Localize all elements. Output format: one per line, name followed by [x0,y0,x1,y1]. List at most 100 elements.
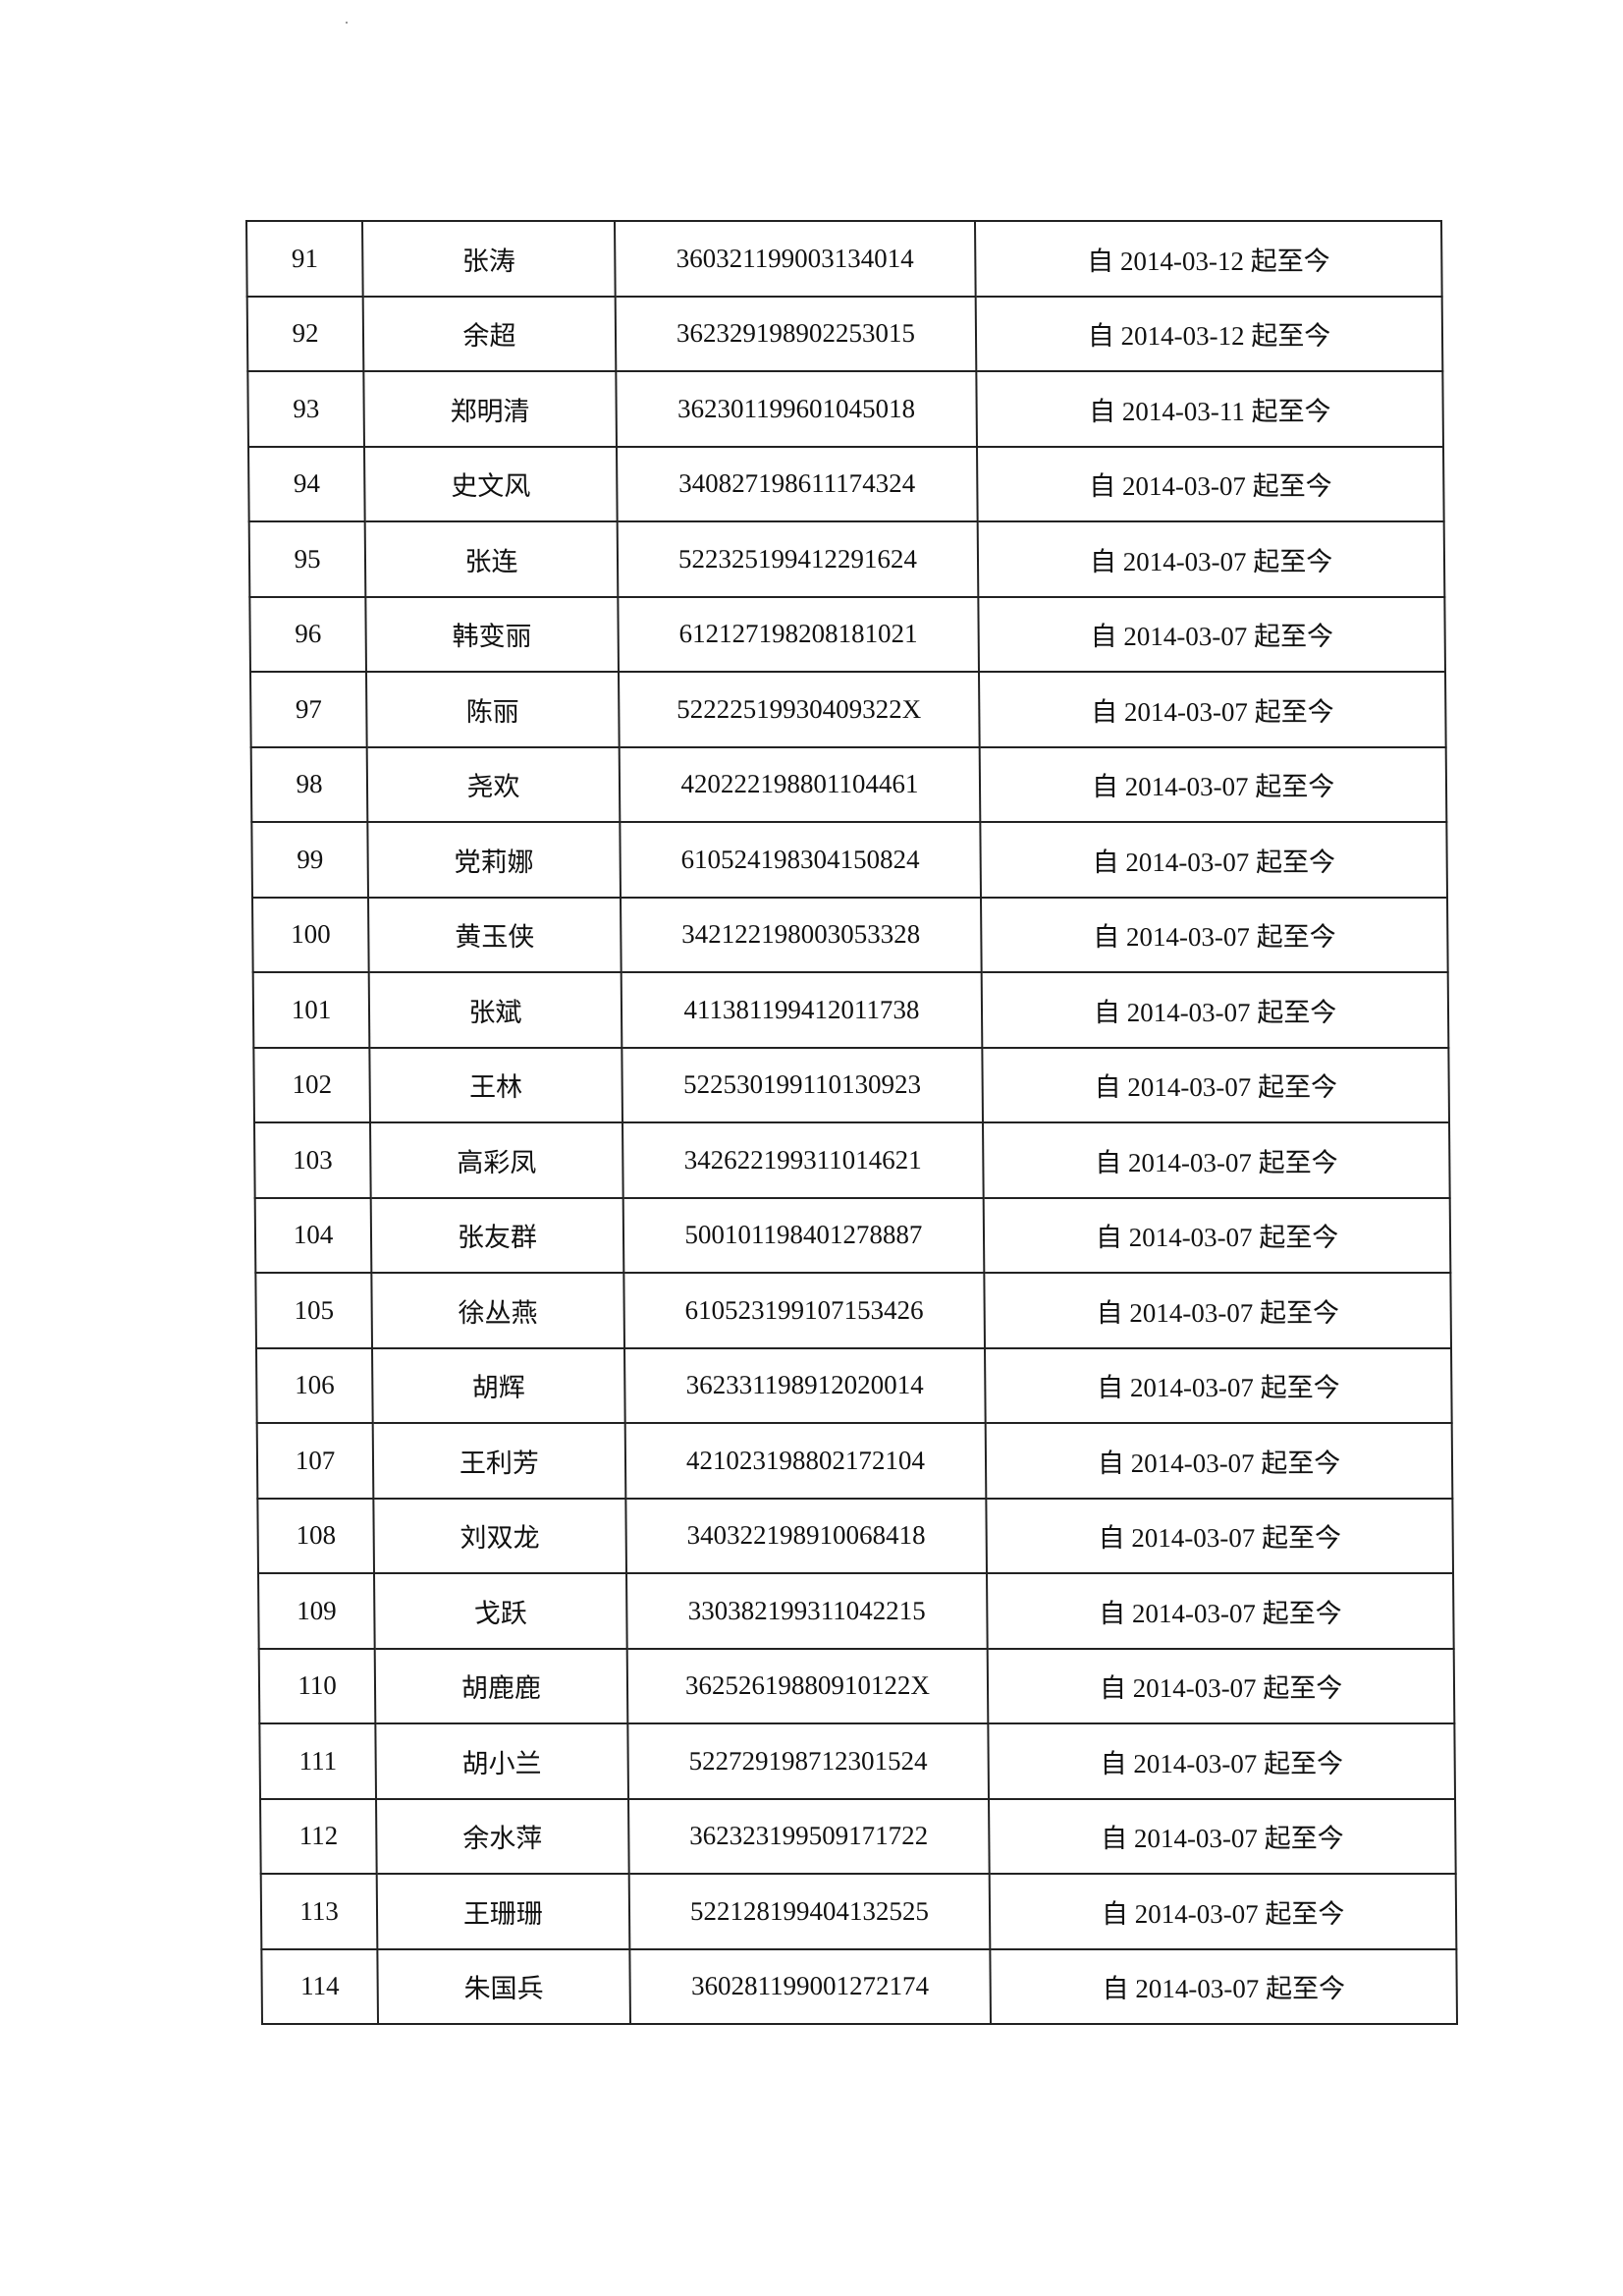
period-cell: 自 2014-03-07 起至今 [980,822,1447,898]
row-number-cell: 97 [249,672,367,747]
name-cell: 张连 [364,521,618,597]
id-number-cell: 500101198401278887 [622,1197,985,1273]
row-number-cell: 92 [246,296,364,371]
name-cell: 胡鹿鹿 [374,1648,627,1723]
table-row: 110 胡鹿鹿 36252619880910122X 自 2014-03-07 起至今 [258,1648,1455,1723]
period-cell: 自 2014-03-07 起至今 [989,1798,1456,1874]
row-number-cell: 91 [245,221,363,297]
id-number-cell: 362323199509171722 [627,1798,990,1874]
row-number-cell: 96 [249,596,367,672]
table-row: 113 王珊珊 522128199404132525 自 2014-03-07 起至今 [260,1874,1457,1949]
id-number-cell: 522530199110130923 [621,1047,984,1122]
table-row: 104 张友群 500101198401278887 自 2014-03-07 起至今 [254,1197,1451,1273]
period-cell: 自 2014-03-07 起至今 [977,446,1444,521]
name-cell: 尧欢 [366,746,620,822]
table-row: 114 朱国兵 360281199001272174 自 2014-03-07 起至今 [261,1948,1458,2024]
id-number-cell: 340827198611174324 [616,446,978,521]
row-number-cell: 106 [256,1347,373,1423]
id-number-cell: 411381199412011738 [621,972,983,1048]
row-number-cell: 112 [260,1798,377,1874]
table-row: 97 陈丽 52222519930409322X 自 2014-03-07 起至今 [249,672,1446,747]
table-row: 93 郑明清 362301199601045018 自 2014-03-11 起至今 [247,371,1443,447]
table-row: 108 刘双龙 340322198910068418 自 2014-03-07 起至今 [257,1498,1454,1573]
table-row: 92 余超 362329198902253015 自 2014-03-12 起至今 [246,296,1443,371]
table-row: 112 余水萍 362323199509171722 自 2014-03-07 起至今 [260,1798,1456,1874]
period-cell: 自 2014-03-07 起至今 [985,1347,1452,1423]
table-row: 107 王利芳 421023198802172104 自 2014-03-07 起至今 [256,1423,1453,1499]
row-number-cell: 110 [258,1648,376,1723]
name-cell: 余水萍 [376,1798,629,1874]
id-number-cell: 360321199003134014 [614,221,976,297]
row-number-cell: 111 [259,1723,377,1799]
id-number-cell: 36252619880910122X [626,1648,989,1723]
period-cell: 自 2014-03-07 起至今 [979,672,1446,747]
table-row: 91 张涛 360321199003134014 自 2014-03-12 起至今 [245,221,1442,297]
period-cell: 自 2014-03-07 起至今 [985,1423,1453,1499]
name-cell: 戈跃 [374,1573,627,1649]
name-cell: 刘双龙 [373,1498,626,1573]
row-number-cell: 93 [247,371,365,447]
period-cell: 自 2014-03-07 起至今 [981,972,1449,1048]
period-cell: 自 2014-03-07 起至今 [982,1047,1449,1122]
table-row: 103 高彩凤 342622199311014621 自 2014-03-07 起至今 [254,1122,1450,1198]
name-cell: 陈丽 [366,672,620,747]
id-number-cell: 340322198910068418 [624,1498,988,1573]
period-cell: 自 2014-03-07 起至今 [977,521,1445,597]
table-row: 105 徐丛燕 610523199107153426 自 2014-03-07 起至今 [255,1273,1452,1348]
table-body: 91 张涛 360321199003134014 自 2014-03-12 起至今 92… [245,221,1458,2024]
scan-speck [346,22,348,24]
id-number-cell: 610523199107153426 [622,1273,986,1348]
name-cell: 高彩凤 [370,1122,623,1198]
table-row: 99 党莉娜 610524198304150824 自 2014-03-07 起至今 [251,822,1447,898]
name-cell: 王珊珊 [376,1874,629,1949]
id-number-cell: 330382199311042215 [625,1573,988,1649]
id-number-cell: 342122198003053328 [620,897,982,972]
id-number-cell: 342622199311014621 [622,1122,984,1198]
name-cell: 徐丛燕 [371,1273,624,1348]
row-number-cell: 94 [247,446,365,521]
period-cell: 自 2014-03-07 起至今 [981,897,1448,972]
id-number-cell: 52222519930409322X [618,672,980,747]
name-cell: 韩变丽 [365,596,619,672]
name-cell: 黄玉侠 [368,897,622,972]
row-number-cell: 99 [251,822,369,898]
table-row: 109 戈跃 330382199311042215 自 2014-03-07 起至今 [258,1573,1454,1649]
name-cell: 张友群 [370,1197,623,1273]
table-row: 94 史文风 340827198611174324 自 2014-03-07 起至今 [247,446,1444,521]
period-cell: 自 2014-03-07 起至今 [978,596,1445,672]
row-number-cell: 98 [250,746,368,822]
table-row: 95 张连 522325199412291624 自 2014-03-07 起至今 [248,521,1445,597]
row-number-cell: 109 [258,1573,375,1649]
id-number-cell: 612127198208181021 [617,596,980,672]
period-cell: 自 2014-03-07 起至今 [979,746,1447,822]
period-cell: 自 2014-03-12 起至今 [975,221,1442,297]
name-cell: 张涛 [362,221,616,297]
row-number-cell: 107 [256,1423,374,1499]
row-number-cell: 100 [251,897,369,972]
id-number-cell: 360281199001272174 [628,1948,992,2024]
name-cell: 郑明清 [363,371,617,447]
period-cell: 自 2014-03-07 起至今 [989,1874,1457,1949]
name-cell: 党莉娜 [367,822,621,898]
id-number-cell: 522729198712301524 [626,1723,990,1799]
id-number-cell: 610524198304150824 [619,822,982,898]
period-cell: 自 2014-03-07 起至今 [984,1273,1452,1348]
row-number-cell: 104 [254,1197,372,1273]
table-row: 111 胡小兰 522729198712301524 自 2014-03-07 起至今 [259,1723,1456,1799]
period-cell: 自 2014-03-11 起至今 [976,371,1443,447]
name-cell: 张斌 [368,972,622,1048]
row-number-cell: 101 [252,972,370,1048]
name-cell: 王林 [369,1047,622,1122]
row-number-cell: 102 [253,1047,371,1122]
row-number-cell: 103 [254,1122,371,1198]
table-row: 100 黄玉侠 342122198003053328 自 2014-03-07 起至今 [251,897,1448,972]
row-number-cell: 95 [248,521,366,597]
period-cell: 自 2014-03-07 起至今 [986,1498,1454,1573]
name-cell: 史文风 [364,446,618,521]
id-number-cell: 421023198802172104 [624,1423,987,1499]
table-row: 102 王林 522530199110130923 自 2014-03-07 起至今 [253,1047,1449,1122]
row-number-cell: 113 [260,1874,378,1949]
name-cell: 朱国兵 [377,1948,630,2024]
id-number-cell: 362301199601045018 [615,371,978,447]
id-number-cell: 522128199404132525 [628,1874,991,1949]
